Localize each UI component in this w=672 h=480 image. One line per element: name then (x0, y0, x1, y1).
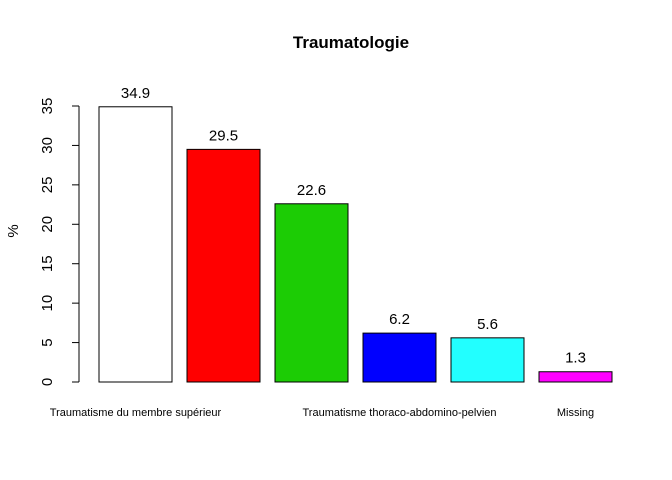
chart-title: Traumatologie (293, 33, 409, 52)
y-tick-label: 30 (39, 137, 56, 154)
bar (450, 337, 525, 383)
y-tick-label: 15 (39, 255, 56, 272)
bar (186, 148, 261, 383)
bar-value-label: 1.3 (565, 350, 586, 367)
y-tick-label: 5 (39, 338, 56, 346)
bar-value-label: 5.6 (477, 316, 498, 333)
y-tick-label: 10 (39, 295, 56, 312)
bars-group (98, 106, 613, 383)
y-axis-label: % (5, 224, 22, 237)
x-category-label: Missing (557, 407, 594, 419)
category-labels-group: Traumatisme du membre supérieur Traumatis… (50, 407, 594, 419)
y-tick-label: 35 (39, 98, 56, 115)
bar-value-label: 29.5 (209, 127, 238, 144)
bar (98, 106, 173, 383)
bar-value-label: 6.2 (389, 311, 410, 328)
y-axis: 0 5 10 15 20 25 30 35 (39, 98, 80, 386)
bar (274, 203, 349, 383)
data-labels-group: 34.9 29.5 22.6 6.2 5.6 1.3 (121, 85, 586, 367)
x-category-label: Traumatisme thoraco-abdomino-pelvien (302, 407, 496, 419)
bar (362, 332, 437, 383)
y-tick-label: 0 (39, 378, 56, 386)
x-category-label: Traumatisme du membre supérieur (50, 407, 222, 419)
bar (538, 371, 613, 383)
bar-value-label: 34.9 (121, 85, 150, 102)
bar-value-label: 22.6 (297, 182, 326, 199)
y-tick-label: 25 (39, 177, 56, 194)
y-tick-label: 20 (39, 216, 56, 233)
